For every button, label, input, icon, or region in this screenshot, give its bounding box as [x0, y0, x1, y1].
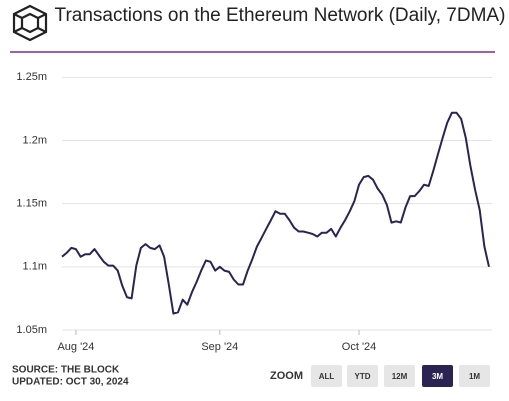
- logo: [12, 4, 48, 42]
- x-tick-label: Oct '24: [342, 341, 377, 353]
- zoom-button-label[interactable]: 1M: [469, 372, 480, 381]
- y-tick-label: 1.2m: [23, 134, 47, 146]
- updated: UPDATED: OCT 30, 2024: [12, 377, 129, 388]
- zoom-button[interactable]: [422, 365, 453, 387]
- zoom-label: ZOOM: [270, 370, 303, 382]
- y-tick-label: 1.1m: [23, 261, 47, 273]
- y-tick-label: 1.15m: [16, 198, 47, 210]
- zoom-button-label[interactable]: 12M: [392, 372, 408, 381]
- zoom-button[interactable]: [384, 365, 415, 387]
- y-tick-label: 1.25m: [16, 71, 47, 83]
- zoom-button-label[interactable]: ALL: [319, 372, 335, 381]
- zoom-button-label[interactable]: 3M: [432, 372, 443, 381]
- source: SOURCE: THE BLOCK: [12, 365, 120, 376]
- chart-title: Transactions on the Ethereum Network (Da…: [54, 5, 506, 26]
- zoom-button-label[interactable]: YTD: [355, 372, 371, 381]
- x-tick-label: Sep '24: [201, 341, 238, 353]
- line: [61, 111, 490, 315]
- zoom-button[interactable]: [459, 365, 490, 387]
- zoom-button[interactable]: [311, 365, 342, 387]
- zoom-button[interactable]: [347, 365, 378, 387]
- y-tick-label: 1.05m: [16, 324, 47, 336]
- x-tick-label: Aug '24: [57, 341, 94, 353]
